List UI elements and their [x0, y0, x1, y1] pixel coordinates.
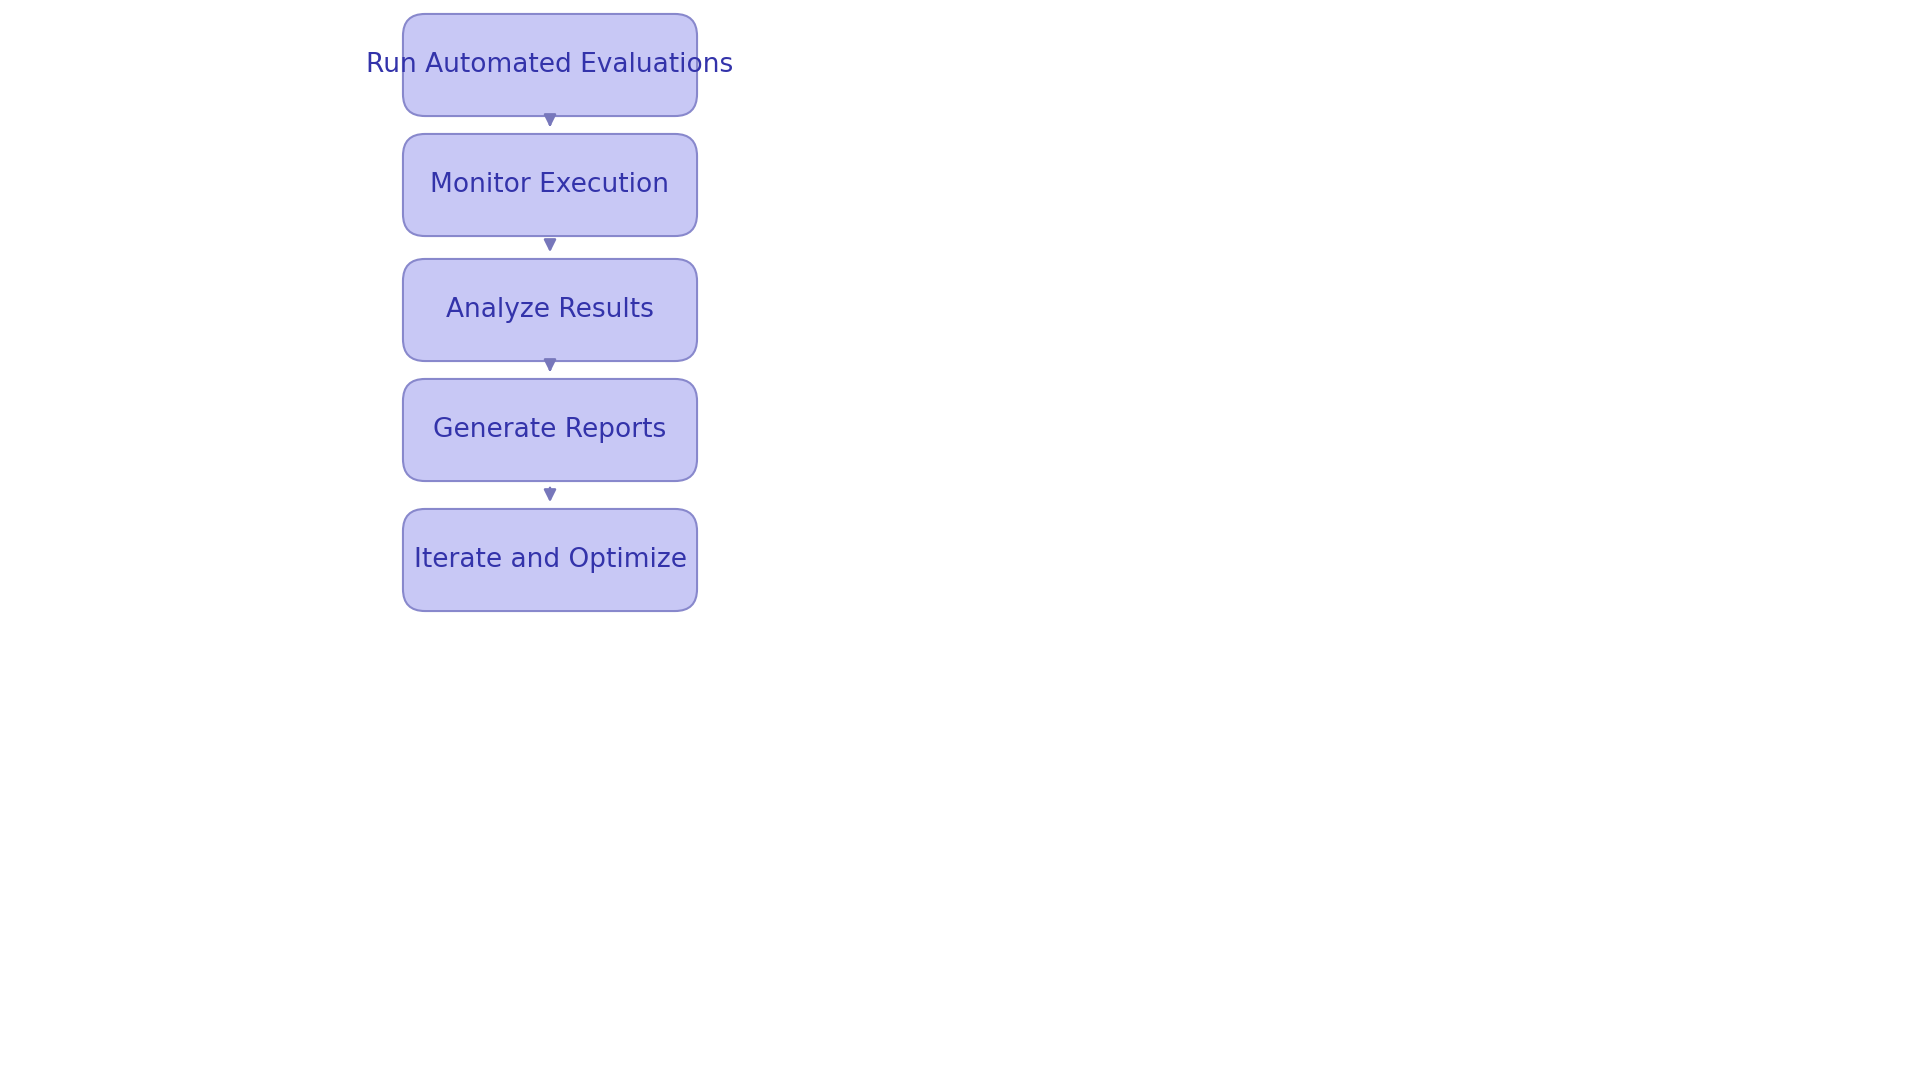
Text: Analyze Results: Analyze Results — [445, 297, 655, 323]
Text: Run Automated Evaluations: Run Automated Evaluations — [367, 52, 733, 78]
Text: Generate Reports: Generate Reports — [434, 417, 666, 443]
FancyBboxPatch shape — [403, 259, 697, 361]
Text: Iterate and Optimize: Iterate and Optimize — [413, 547, 687, 573]
FancyBboxPatch shape — [403, 134, 697, 236]
FancyBboxPatch shape — [403, 14, 697, 116]
Text: Monitor Execution: Monitor Execution — [430, 172, 670, 198]
FancyBboxPatch shape — [403, 509, 697, 611]
FancyBboxPatch shape — [403, 379, 697, 481]
